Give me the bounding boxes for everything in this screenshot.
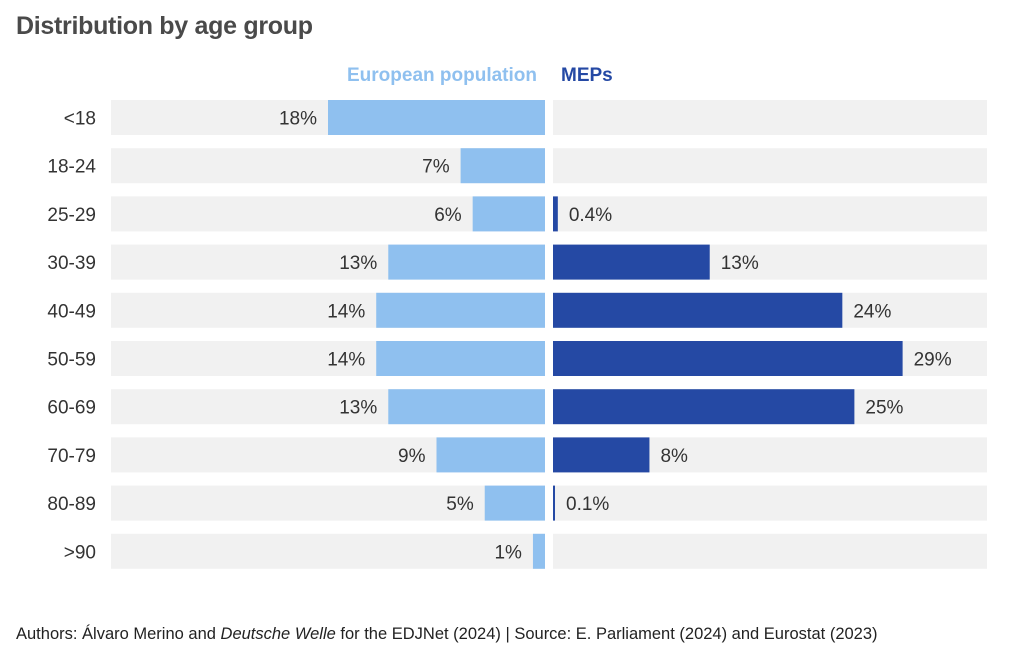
chart-title: Distribution by age group [16,12,313,40]
footer-source: | Source: E. Parliament (2024) and Euros… [500,625,878,643]
category-label: <18 [64,109,96,130]
bar-european-population [532,533,545,569]
bar-european-population [388,389,545,425]
category-label: 18-24 [47,157,96,178]
category-label: 60-69 [47,398,96,419]
data-label-meps: 0.1% [566,494,609,515]
category-label: 70-79 [47,446,96,467]
category-label: 50-59 [47,350,96,371]
bar-meps [553,341,903,376]
footer-credits: Authors: Álvaro Merino and Deutsche Well… [16,625,878,644]
legend-meps: MEPs [561,65,613,86]
data-label-meps: 25% [865,398,903,419]
category-label: 80-89 [47,494,96,515]
data-label-meps: 8% [660,446,688,467]
bar-european-population [472,196,545,232]
bar-european-population [328,100,545,135]
legend-european-population: European population [347,65,537,86]
bar-european-population [436,437,545,473]
bar-meps [553,389,855,425]
bar-meps [553,244,710,280]
chart-bars: <18 18% 18-24 7% 25-29 6% 0.4% 30-39 13% 13% 40-49… [47,100,987,569]
data-label-meps: 24% [853,301,891,322]
track-right [553,533,987,569]
category-label: 40-49 [47,301,96,322]
data-label-meps: 13% [721,253,759,274]
track-right [553,100,987,135]
track-right [553,148,987,184]
data-label-european-population: 14% [327,301,365,322]
legend: European population MEPs [347,65,613,86]
bar-meps [553,196,558,232]
bar-european-population [376,341,545,376]
chart-canvas: European population MEPs <18 18% 18-24 7% 25-… [47,65,987,569]
data-label-meps: 0.4% [569,205,612,226]
bar-meps [553,485,555,521]
data-label-european-population: 1% [494,542,522,563]
track-right [553,196,987,232]
bar-european-population [376,292,545,328]
footer-authors-prefix: Authors: Álvaro Merino and [16,625,221,643]
bar-european-population [388,244,545,280]
footer-authors-suffix: for the EDJNet (2024) [335,625,501,643]
track-left [111,533,545,569]
bar-meps [553,437,650,473]
category-label: 25-29 [47,205,96,226]
data-label-european-population: 9% [398,446,426,467]
footer-authors-italic: Deutsche Welle [220,625,336,643]
data-label-european-population: 13% [339,253,377,274]
track-left [111,485,545,521]
category-label: >90 [64,542,96,563]
bar-european-population [484,485,545,521]
bar-european-population [460,148,545,184]
data-label-european-population: 5% [446,494,474,515]
data-label-meps: 29% [914,350,952,371]
data-label-european-population: 14% [327,350,365,371]
track-right [553,485,987,521]
category-label: 30-39 [47,253,96,274]
data-label-european-population: 6% [434,205,462,226]
data-label-european-population: 13% [339,398,377,419]
data-label-european-population: 7% [422,157,450,178]
data-label-european-population: 18% [279,109,317,130]
bar-meps [553,292,843,328]
